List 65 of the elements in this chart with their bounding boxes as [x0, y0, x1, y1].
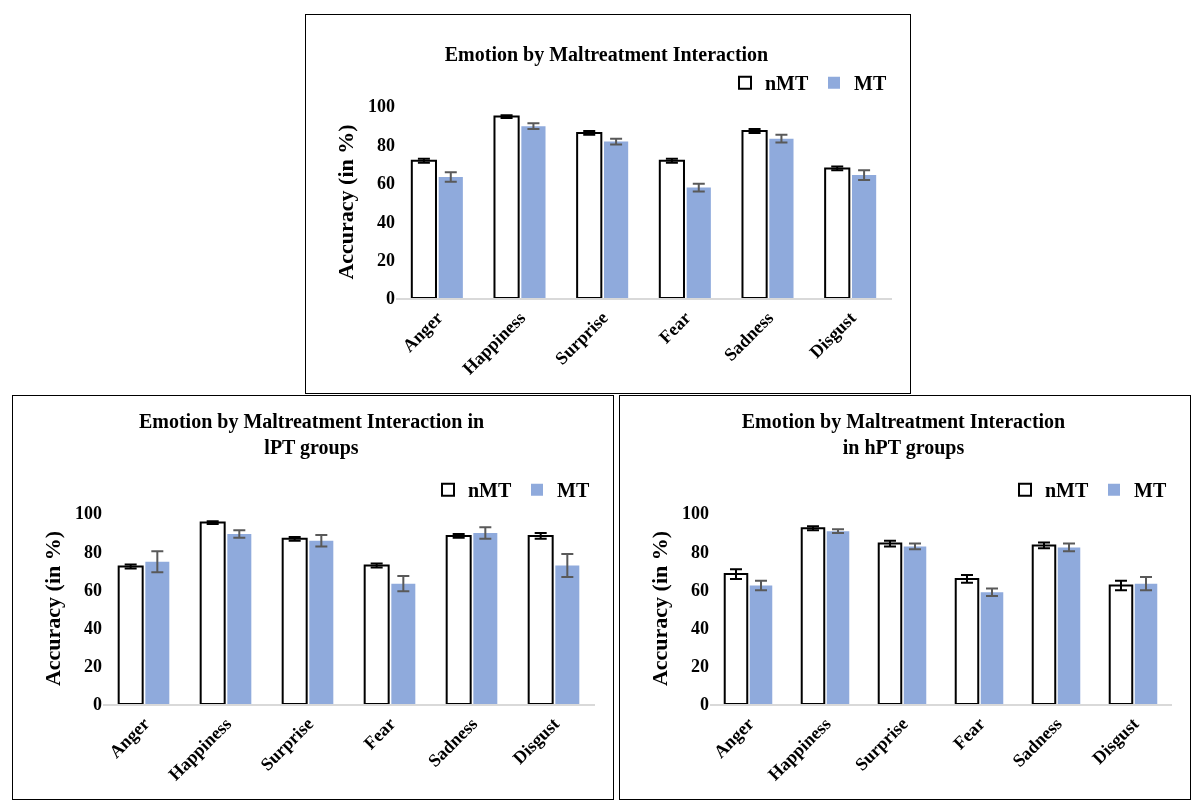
y-tick-label: 100 — [682, 503, 709, 524]
y-tick-label: 60 — [377, 173, 395, 194]
y-tick-label: 0 — [700, 694, 709, 715]
bar — [852, 175, 877, 298]
legend-label: MT — [1134, 479, 1167, 502]
bar — [954, 577, 980, 704]
bar — [1031, 544, 1057, 704]
bar — [527, 534, 554, 704]
bar — [363, 564, 390, 704]
chart-title: Emotion by Maltreatment Interaction in lPT groups — [138, 410, 485, 459]
bar — [749, 585, 773, 704]
legend-label: nMT — [1045, 479, 1089, 502]
bar — [877, 542, 903, 704]
bar — [769, 138, 794, 298]
bar — [145, 561, 170, 704]
bar — [227, 534, 252, 704]
y-tick-label: 20 — [377, 249, 395, 270]
bar — [903, 546, 927, 704]
bar — [438, 177, 463, 298]
y-axis-title: Accuracy (in %) — [332, 124, 358, 280]
y-tick-label: 40 — [84, 617, 102, 638]
bar — [521, 126, 546, 298]
legend-label: nMT — [468, 479, 512, 502]
y-tick-label: 0 — [93, 694, 102, 715]
bar — [1134, 583, 1158, 704]
bar — [281, 537, 308, 704]
y-tick-label: 80 — [691, 541, 709, 562]
bar — [980, 592, 1004, 704]
y-tick-label: 80 — [377, 134, 395, 155]
bar — [493, 115, 520, 298]
y-tick-label: 80 — [84, 541, 102, 562]
y-tick-label: 40 — [691, 617, 709, 638]
legend-label: MT — [854, 72, 887, 95]
bar — [800, 527, 826, 704]
y-tick-label: 60 — [84, 579, 102, 600]
chart-title: Emotion by Maltreatment Interaction in hPT groups — [741, 410, 1066, 459]
bar — [391, 583, 416, 704]
bar — [309, 540, 334, 704]
bar — [686, 187, 711, 298]
y-tick-label: 100 — [75, 503, 102, 524]
bar — [117, 565, 144, 704]
y-tick-label: 40 — [377, 211, 395, 232]
y-tick-label: 60 — [691, 579, 709, 600]
y-tick-label: 20 — [84, 656, 102, 677]
bar — [555, 565, 580, 704]
bar — [741, 129, 768, 298]
bar — [1057, 547, 1081, 704]
bar — [199, 521, 226, 704]
bar — [604, 141, 629, 298]
bar — [824, 167, 851, 298]
y-tick-label: 0 — [386, 288, 395, 309]
bar — [658, 159, 685, 298]
y-axis-title: Accuracy (in %) — [39, 530, 65, 687]
bar — [473, 533, 498, 704]
legend-label: MT — [557, 479, 590, 502]
y-axis-title: Accuracy (in %) — [646, 530, 672, 687]
y-tick-label: 20 — [691, 656, 709, 677]
legend-label: nMT — [765, 72, 809, 95]
y-tick-label: 100 — [368, 96, 395, 117]
bar — [445, 534, 472, 704]
bar — [576, 131, 603, 298]
bar — [410, 159, 437, 298]
bar — [826, 531, 850, 704]
bar — [1108, 584, 1134, 704]
chart-title: Emotion by Maltreatment Interaction — [444, 43, 769, 66]
